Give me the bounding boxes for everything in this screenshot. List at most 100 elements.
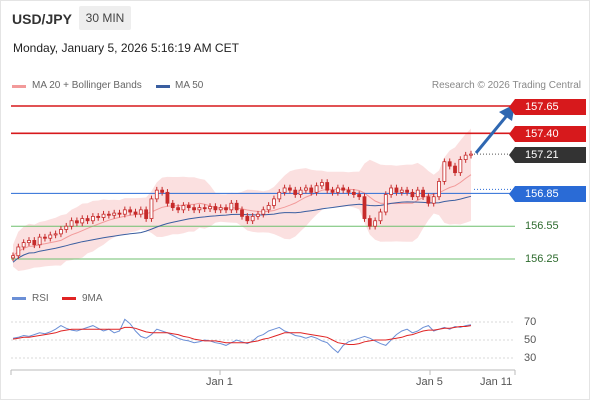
candle-body (181, 205, 186, 211)
candle-body (415, 189, 420, 198)
candle-body (405, 189, 409, 193)
candle-body (43, 236, 47, 239)
candle-body (357, 194, 362, 198)
candle-body (138, 209, 143, 215)
candle-body (447, 161, 452, 167)
candle-body (341, 187, 346, 191)
candle-body (293, 189, 298, 195)
x-tick-jan5: Jan 5 (416, 376, 443, 388)
candle-body (351, 191, 356, 195)
ma50-legend-swatch (156, 85, 170, 88)
candle-body (192, 207, 196, 211)
candle-body (176, 207, 180, 211)
candle-body (319, 182, 324, 187)
candle-body (240, 209, 244, 217)
symbol-label: USD/JPY (12, 11, 72, 27)
candle-body (277, 191, 282, 200)
candle-body (266, 205, 271, 211)
candle-body (101, 213, 106, 218)
candle-body (314, 185, 319, 193)
candle-body (431, 196, 436, 204)
candle-body (261, 209, 266, 215)
candle-body (112, 212, 117, 216)
rsi-ma-line (12, 325, 472, 345)
ma50-legend-label: MA 50 (175, 80, 204, 91)
candle-body (208, 206, 212, 210)
candle-body (272, 198, 276, 206)
candle-body (298, 189, 303, 195)
level-tag-tip-2 (509, 147, 515, 163)
candle-body (224, 207, 228, 211)
candle-body (213, 206, 218, 211)
candle-body (325, 182, 330, 191)
candle-body (80, 218, 85, 224)
rsi-axis-30: 30 (524, 352, 537, 364)
candle-body (421, 189, 425, 198)
level-tag-tip-0 (509, 99, 515, 115)
chart-datetime: Monday, January 5, 2026 5:16:19 AM CET (13, 41, 239, 55)
candle-body (367, 218, 372, 227)
candle-body (362, 196, 367, 219)
candle-body (394, 187, 399, 193)
candle-body (389, 187, 394, 195)
projection-arrow-shaft (474, 112, 511, 154)
candle-body (144, 209, 149, 219)
candle-body (160, 189, 165, 193)
ma20-legend-swatch (12, 85, 26, 88)
candle-body (229, 202, 234, 211)
candle-body (186, 205, 191, 209)
support-1-label: 156.55 (525, 220, 559, 232)
candle-body (16, 246, 21, 257)
level-tag-tip-1 (509, 126, 515, 142)
candle-body (250, 215, 255, 222)
candle-body (442, 161, 447, 182)
candle-body (53, 233, 58, 236)
candle-body (75, 220, 79, 224)
candle-body (458, 159, 463, 174)
candle-body (469, 153, 473, 156)
candle-body (437, 181, 441, 198)
rsi-axis-70: 70 (524, 316, 537, 328)
candle-body (122, 209, 127, 215)
rsi-line (12, 318, 472, 354)
candle-body (154, 189, 159, 200)
candle-body (288, 187, 292, 191)
candle-body (202, 207, 207, 210)
candle-body (48, 234, 53, 239)
candle-body (149, 198, 154, 219)
candle-body (373, 220, 378, 227)
copyright-text: Research © 2026 Trading Central (431, 80, 581, 91)
candle-body (170, 202, 175, 209)
level-tag-tip-3 (509, 186, 515, 202)
rsi-legend-swatch (12, 297, 26, 300)
candle-body (11, 255, 15, 259)
timeframe-button[interactable]: 30 MIN (79, 6, 131, 30)
candle-body (96, 215, 101, 218)
candle-body (309, 187, 314, 193)
candle-body (106, 213, 111, 216)
candle-body (426, 196, 431, 204)
candle-body (117, 212, 122, 215)
candle-body (37, 236, 42, 246)
rsi-legend-label: RSI (32, 293, 49, 304)
candle-body (410, 191, 415, 198)
resistance-2-label: 157.65 (515, 99, 586, 115)
candle-body (59, 229, 63, 235)
candle-body (346, 189, 351, 193)
candle-body (335, 187, 340, 193)
candle-body (463, 154, 468, 160)
candle-body (90, 215, 95, 222)
candle-body (245, 215, 250, 222)
candle-body (282, 187, 287, 193)
candle-body (165, 191, 170, 204)
resistance-1-label: 157.40 (515, 126, 586, 142)
candle-body (304, 187, 308, 191)
ma20-legend-label: MA 20 + Bollinger Bands (32, 80, 142, 91)
candle-body (383, 194, 388, 213)
x-tick-jan1: Jan 1 (206, 376, 233, 388)
candle-body (32, 240, 37, 246)
last-price-label: 157.21 (515, 147, 586, 163)
x-tick-jan11: Jan 11 (480, 376, 513, 388)
candle-body (378, 211, 383, 222)
